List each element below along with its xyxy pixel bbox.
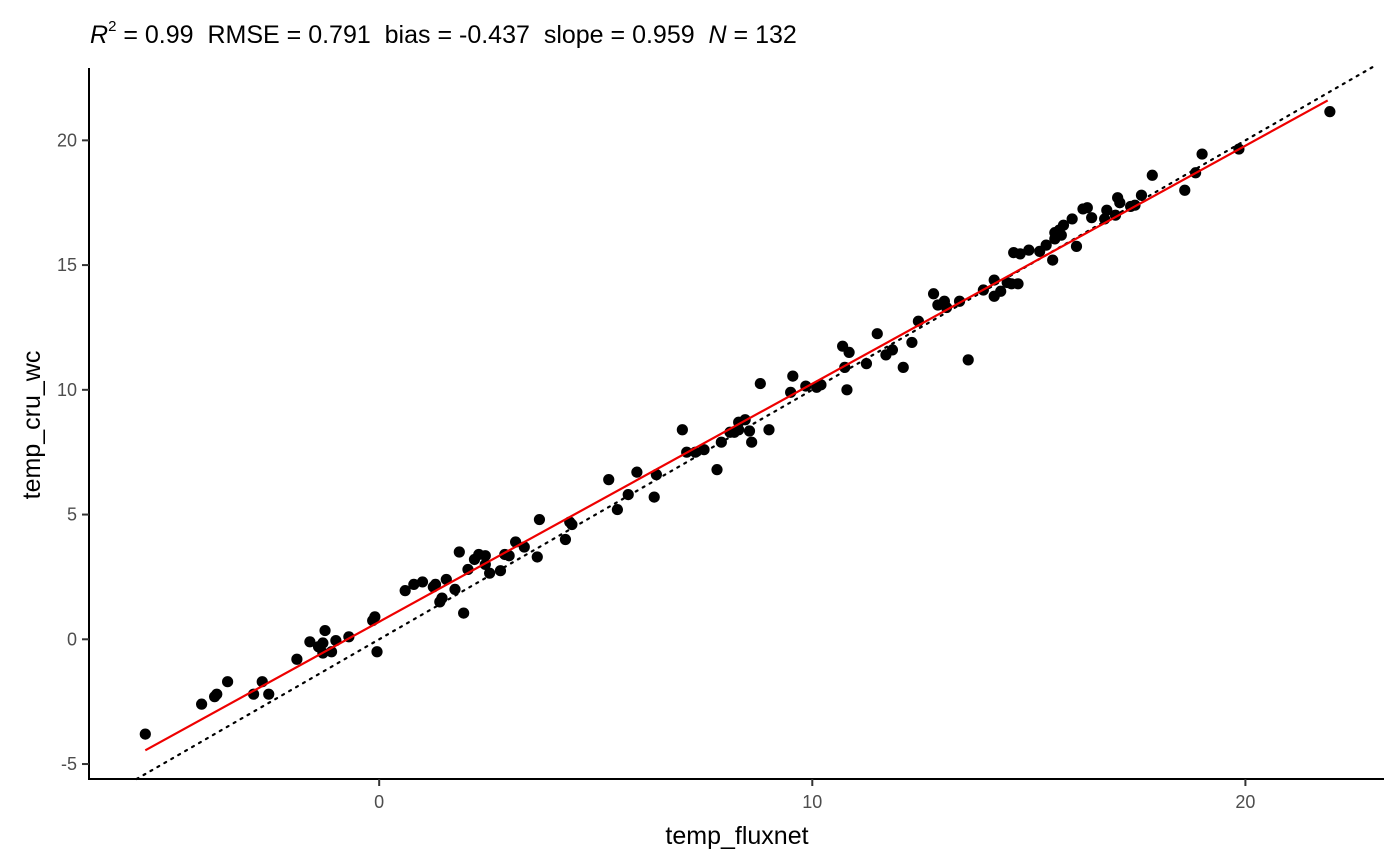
data-point — [754, 377, 766, 390]
data-point — [843, 346, 855, 358]
data-point — [221, 676, 234, 688]
rmse-text: RMSE = 0.791 — [207, 21, 371, 49]
data-point — [453, 546, 465, 558]
identity-line — [135, 64, 1377, 781]
data-point — [1086, 212, 1098, 224]
data-point — [715, 436, 727, 448]
stats-title: R2 = 0.99 RMSE = 0.791 bias = -0.437 slo… — [90, 18, 797, 50]
data-point — [1070, 240, 1083, 252]
axes-layer: 0 10 20 -5 0 5 10 15 20 — [57, 68, 1384, 812]
data-point — [815, 379, 827, 391]
data-point — [711, 464, 723, 476]
data-point — [1196, 148, 1208, 160]
y-tick-label: 0 — [67, 629, 77, 649]
data-point — [1146, 169, 1158, 181]
y-tick-label: -5 — [61, 754, 77, 774]
data-point — [408, 578, 420, 591]
data-point — [676, 424, 688, 436]
x-axis-title: temp_fluxnet — [665, 822, 808, 850]
data-point — [871, 328, 883, 340]
data-point — [927, 288, 940, 300]
data-point — [458, 607, 470, 619]
data-point — [631, 466, 643, 478]
data-point — [196, 698, 208, 710]
data-point — [1057, 219, 1070, 231]
y-tick-label: 20 — [57, 130, 77, 150]
data-point — [648, 491, 660, 503]
x-tick-label: 0 — [374, 792, 384, 812]
n-label: N — [708, 21, 727, 49]
slope-text: slope = 0.959 — [543, 21, 695, 49]
data-point — [995, 285, 1007, 297]
data-point — [1023, 244, 1035, 256]
data-point — [746, 436, 758, 448]
data-point — [1047, 254, 1059, 266]
data-point — [304, 636, 316, 648]
x-tick-label: 10 — [802, 792, 822, 812]
data-point — [369, 611, 381, 623]
identity-line-layer — [135, 64, 1377, 781]
data-point — [1014, 248, 1026, 260]
data-point — [1101, 204, 1113, 216]
data-point — [494, 565, 507, 577]
data-point — [371, 646, 383, 658]
data-point — [698, 444, 710, 456]
data-point — [263, 688, 275, 700]
data-point — [429, 578, 442, 591]
data-point — [533, 513, 546, 526]
r2-label: R — [90, 21, 109, 49]
data-point — [906, 336, 918, 349]
data-point — [1055, 229, 1067, 241]
data-point — [479, 550, 491, 562]
data-point — [1012, 278, 1024, 290]
y-tick-label: 5 — [67, 505, 77, 525]
data-point — [787, 370, 799, 382]
data-point — [1324, 106, 1336, 118]
data-point — [317, 637, 329, 649]
data-point — [319, 624, 331, 637]
data-point — [1081, 202, 1093, 214]
data-point — [886, 344, 899, 356]
data-point — [622, 489, 634, 501]
y-tick-label: 10 — [57, 380, 77, 400]
data-point — [611, 503, 623, 516]
data-point — [416, 576, 429, 588]
data-point — [211, 688, 223, 700]
x-tick-label: 20 — [1235, 792, 1255, 812]
data-point — [1179, 184, 1191, 196]
data-point — [449, 583, 461, 596]
data-point — [897, 361, 909, 373]
data-point — [531, 551, 543, 563]
y-tick-label: 15 — [57, 255, 77, 275]
data-point — [1135, 189, 1148, 201]
data-point — [603, 474, 615, 486]
r2-value: = 0.99 — [116, 21, 194, 49]
data-point — [291, 653, 303, 665]
r2-superscript: 2 — [108, 18, 117, 35]
data-point — [763, 424, 775, 436]
y-axis-title: temp_cru_wc — [18, 351, 46, 500]
data-point — [841, 384, 853, 396]
fit-line — [144, 99, 1329, 752]
data-point — [484, 567, 496, 579]
data-point — [1114, 197, 1126, 209]
data-point — [1040, 239, 1052, 251]
data-point — [399, 585, 411, 597]
data-point — [139, 728, 151, 740]
data-point — [436, 592, 448, 604]
bias-text: bias = -0.437 — [384, 21, 530, 49]
fit-line-layer — [144, 99, 1329, 752]
data-point — [566, 518, 578, 531]
data-point — [962, 354, 974, 366]
data-point — [860, 358, 873, 370]
data-point — [743, 425, 756, 437]
n-value: = 132 — [726, 21, 797, 49]
data-point — [1066, 213, 1078, 225]
points-layer — [139, 106, 1336, 740]
data-point — [559, 533, 572, 546]
